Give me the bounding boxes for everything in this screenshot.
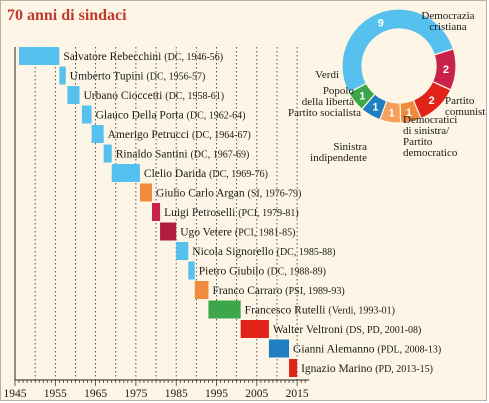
mayor-bar bbox=[160, 222, 177, 241]
donut-value-label: 1 bbox=[389, 107, 395, 119]
mayor-bar bbox=[103, 144, 112, 163]
mayor-label: Clelio Darida (DC, 1969-76) bbox=[144, 168, 268, 180]
donut-label-verdi: Verdi bbox=[315, 69, 339, 81]
donut-label-ds: Partito bbox=[403, 136, 433, 148]
mayor-bar bbox=[59, 66, 66, 85]
mayor-bar bbox=[111, 164, 140, 182]
donut-label-ds: democratico bbox=[403, 147, 458, 159]
x-tick-label: 1965 bbox=[84, 388, 107, 400]
x-tick-label: 1945 bbox=[4, 388, 27, 400]
donut-slice bbox=[347, 82, 376, 111]
mayor-label: Ugo Vetere (PCI, 1981-85) bbox=[180, 227, 295, 239]
donut-label-pdl: della libertà bbox=[302, 96, 354, 108]
page-title: 70 anni di sindaci bbox=[7, 7, 127, 24]
donut-value-label: 2 bbox=[443, 64, 449, 76]
mayor-bar bbox=[240, 320, 269, 338]
donut-label-dc: cristiana bbox=[429, 21, 466, 33]
donut-value-label: 1 bbox=[359, 90, 365, 102]
x-tick-label: 2015 bbox=[286, 388, 309, 400]
donut-value-label: 2 bbox=[429, 95, 435, 107]
donut-value-label: 9 bbox=[378, 18, 384, 30]
mayor-label: Franco Carraro (PSI, 1989-93) bbox=[212, 285, 344, 297]
mayor-label: Francesco Rutelli (Verdi, 1993-01) bbox=[245, 305, 395, 317]
mayor-bar bbox=[152, 203, 161, 221]
donut-label-si: indipendente bbox=[310, 152, 367, 164]
mayor-label: Glauco Della Porta (DC, 1962-64) bbox=[96, 110, 246, 122]
mayor-bar bbox=[289, 359, 298, 377]
mayor-label: Walter Veltroni (DS, PD, 2001-08) bbox=[273, 324, 422, 336]
x-tick-label: 2005 bbox=[245, 388, 268, 400]
donut-label-si: Sinistra bbox=[333, 141, 367, 153]
mayor-bar bbox=[91, 125, 104, 143]
donut-label-ds: di sinistra/ bbox=[403, 125, 450, 137]
donut-label-dc: Democrazia bbox=[421, 10, 474, 22]
mayor-label: Salvatore Rebecchini (DC, 1946-56) bbox=[63, 51, 223, 63]
donut-slice bbox=[341, 8, 455, 94]
x-tick-label: 1955 bbox=[44, 388, 67, 400]
mayor-label: Rinaldo Santini (DC, 1967-69) bbox=[116, 149, 250, 161]
mayor-bar bbox=[67, 86, 80, 104]
mayor-bar bbox=[194, 281, 209, 299]
mayor-bar bbox=[268, 339, 290, 358]
mayor-label: Giulio Carlo Argan (SI, 1976-79) bbox=[156, 188, 301, 200]
mayor-bar bbox=[81, 105, 92, 124]
mayor-label: Nicola Signorello (DC, 1985-88) bbox=[192, 246, 335, 258]
donut-value-label: 1 bbox=[406, 107, 412, 119]
mayor-label: Gianni Alemanno (PDL, 2008-13) bbox=[293, 344, 441, 356]
mayor-label: Urbano Cioccetti (DC, 1958-61) bbox=[83, 90, 224, 102]
donut-label-pc: comunista bbox=[445, 106, 487, 118]
mayor-label: Luigi Petroselli (PCI, 1979-81) bbox=[164, 207, 299, 219]
mayor-bar bbox=[139, 183, 153, 202]
donut-label-ds: Democratici bbox=[403, 114, 457, 126]
mayor-bar bbox=[19, 47, 60, 65]
mayor-bar bbox=[188, 261, 195, 280]
mayor-label: Ignazio Marino (PD, 2013-15) bbox=[301, 363, 433, 375]
mayor-label: Pietro Giubilo (DC, 1988-89) bbox=[199, 266, 326, 278]
donut-value-label: 1 bbox=[372, 102, 378, 114]
mayor-bar bbox=[208, 300, 241, 319]
x-tick-label: 1975 bbox=[124, 388, 147, 400]
donut-label-pdl: Popolo bbox=[323, 85, 355, 97]
x-tick-label: 1995 bbox=[205, 388, 228, 400]
mayor-label: Amerigo Petrucci (DC, 1964-67) bbox=[108, 129, 251, 141]
x-tick-label: 1985 bbox=[165, 388, 188, 400]
donut-label-ps: Partito socialista bbox=[288, 107, 361, 119]
mayor-bar bbox=[176, 242, 189, 260]
mayor-label: Umberto Tupini (DC, 1956-57) bbox=[70, 71, 206, 83]
donut-label-pc: Partito bbox=[445, 95, 475, 107]
